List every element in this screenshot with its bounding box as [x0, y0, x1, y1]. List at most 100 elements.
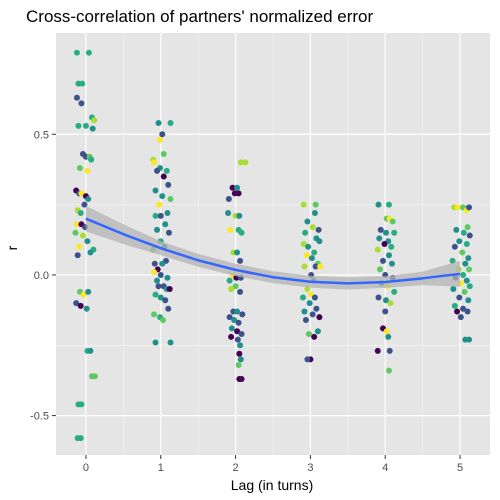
data-point	[235, 190, 242, 197]
data-point	[312, 201, 319, 208]
data-point	[304, 218, 311, 225]
y-axis-title: r	[4, 245, 20, 250]
y-tick-label: -0.5	[30, 411, 49, 423]
data-point	[236, 212, 243, 219]
x-tick-label: 5	[457, 462, 463, 474]
data-point	[79, 80, 86, 87]
x-tick-label: 1	[158, 462, 164, 474]
data-point	[151, 311, 158, 318]
data-point	[456, 238, 463, 245]
data-point	[234, 249, 241, 256]
data-point	[73, 94, 80, 101]
data-point	[237, 356, 244, 363]
data-point	[85, 288, 92, 295]
data-point	[229, 184, 236, 191]
data-point	[382, 297, 389, 304]
data-point	[304, 286, 311, 293]
data-point	[76, 165, 83, 172]
data-point	[154, 226, 161, 233]
data-point	[226, 277, 233, 284]
data-point	[234, 184, 241, 191]
data-point	[464, 308, 471, 315]
data-point	[301, 308, 308, 315]
data-point	[463, 277, 470, 284]
data-point	[453, 226, 460, 233]
data-point	[167, 195, 174, 202]
data-point	[151, 159, 158, 166]
data-point	[157, 212, 164, 219]
data-point	[459, 249, 466, 256]
data-point	[451, 302, 458, 309]
data-point	[225, 195, 232, 202]
data-point	[460, 229, 467, 236]
x-axis-title: Lag (in turns)	[231, 477, 313, 493]
data-point	[78, 401, 85, 408]
data-point	[77, 302, 84, 309]
data-point	[377, 226, 384, 233]
data-point	[77, 210, 84, 217]
data-point	[165, 305, 172, 312]
data-point	[460, 271, 467, 278]
data-point	[385, 201, 392, 208]
data-point	[317, 263, 324, 270]
data-point	[375, 294, 382, 301]
data-point	[382, 308, 389, 315]
data-point	[231, 316, 238, 323]
data-point	[164, 274, 171, 281]
x-axis-ticks: 0 1 2 3 4 5	[83, 455, 463, 474]
data-point	[235, 319, 242, 326]
data-point	[309, 224, 316, 231]
data-point	[461, 288, 468, 295]
data-point	[377, 266, 383, 273]
data-point	[165, 181, 172, 188]
data-point	[314, 328, 321, 335]
data-point	[466, 336, 473, 343]
data-point	[160, 173, 167, 180]
data-point	[382, 229, 389, 236]
data-point	[77, 435, 84, 442]
data-point	[160, 316, 166, 323]
data-point	[451, 243, 458, 250]
data-point	[383, 328, 390, 335]
data-point	[87, 249, 94, 256]
data-point	[301, 263, 308, 270]
data-point	[154, 167, 161, 174]
data-point	[162, 221, 169, 228]
data-point	[386, 347, 393, 354]
data-point	[466, 232, 473, 239]
data-point	[449, 257, 456, 264]
data-point	[316, 314, 323, 321]
data-point	[374, 347, 381, 354]
data-point	[389, 218, 396, 225]
data-point	[163, 167, 170, 174]
data-point	[164, 210, 171, 217]
data-point	[227, 226, 234, 233]
data-point	[385, 252, 392, 259]
data-point	[91, 373, 98, 380]
data-point	[74, 252, 81, 259]
data-point	[152, 339, 159, 346]
data-point	[311, 210, 318, 217]
data-point	[228, 333, 235, 340]
data-point	[239, 311, 246, 318]
y-tick-label: 0.0	[34, 270, 49, 282]
data-point	[464, 224, 471, 231]
data-point	[152, 212, 159, 219]
data-point	[225, 210, 232, 217]
data-point	[237, 288, 244, 295]
data-point	[311, 249, 318, 256]
data-point	[236, 350, 243, 357]
data-point	[237, 342, 244, 349]
data-point	[226, 314, 233, 321]
data-point	[300, 241, 307, 247]
data-point	[391, 229, 398, 236]
data-point	[87, 347, 94, 354]
data-point	[463, 241, 470, 247]
data-point	[228, 286, 235, 293]
data-point	[376, 235, 383, 242]
data-point	[151, 269, 158, 276]
data-point	[76, 243, 83, 250]
x-tick-label: 0	[83, 462, 89, 474]
data-point	[309, 311, 316, 318]
